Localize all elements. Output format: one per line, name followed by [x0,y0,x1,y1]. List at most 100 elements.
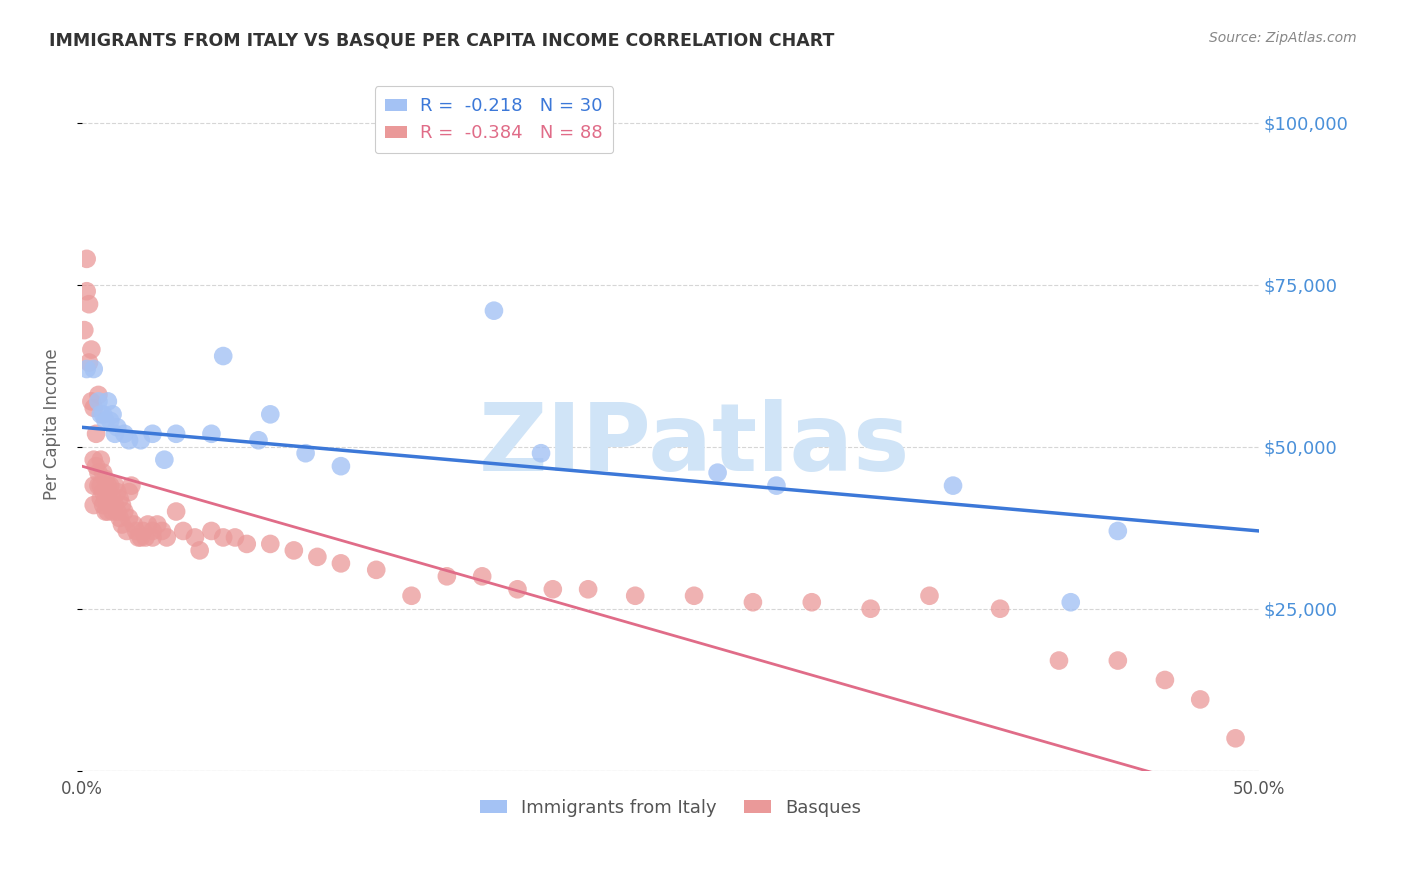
Point [105,420,128,434]
Point [76,252,98,266]
Point [683,589,706,603]
Point [87,466,110,480]
Point [742,595,765,609]
Point [122,517,145,532]
Point [506,582,529,597]
Point [918,589,941,603]
Point [401,589,423,603]
Point [136,517,159,532]
Point [84,459,107,474]
Point [105,485,128,500]
Point [224,531,246,545]
Point [104,478,127,492]
Point [94,491,117,506]
Point [76,362,98,376]
Point [142,524,165,538]
Point [329,459,352,474]
Text: ZIPatlas: ZIPatlas [478,399,910,491]
Point [101,504,124,518]
Point [436,569,458,583]
Point [1225,731,1247,746]
Point [482,303,505,318]
Point [120,478,142,492]
Point [132,524,155,538]
Text: Source: ZipAtlas.com: Source: ZipAtlas.com [1209,31,1357,45]
Point [83,362,105,376]
Point [165,426,187,441]
Point [329,557,352,571]
Point [91,408,114,422]
Point [129,434,152,448]
Point [988,601,1011,615]
Point [942,478,965,492]
Point [87,388,110,402]
Point [90,452,112,467]
Point [1060,595,1083,609]
Point [184,531,207,545]
Point [150,524,173,538]
Point [134,531,156,545]
Point [83,452,105,467]
Point [118,485,141,500]
Point [91,485,114,500]
Point [1047,654,1070,668]
Point [97,478,120,492]
Point [101,408,124,422]
Point [112,426,135,441]
Point [212,349,235,363]
Point [172,524,194,538]
Point [153,452,176,467]
Point [307,549,329,564]
Point [90,408,112,422]
Point [259,537,281,551]
Point [118,511,141,525]
Point [87,478,110,492]
Point [94,414,117,428]
Point [765,478,787,492]
Point [624,589,647,603]
Point [76,285,98,299]
Point [97,394,120,409]
Point [1107,654,1129,668]
Point [200,426,222,441]
Point [1189,692,1212,706]
Point [576,582,599,597]
Point [247,434,270,448]
Point [111,517,134,532]
Point [87,394,110,409]
Point [105,504,128,518]
Point [125,524,148,538]
Point [146,517,169,532]
Point [108,491,131,506]
Point [530,446,553,460]
Point [94,472,117,486]
Point [188,543,211,558]
Point [90,478,112,492]
Point [1154,673,1177,687]
Point [77,297,100,311]
Point [97,491,120,506]
Point [541,582,564,597]
Point [115,524,138,538]
Point [104,426,127,441]
Point [283,543,305,558]
Point [859,601,882,615]
Point [294,446,316,460]
Point [83,401,105,415]
Point [112,504,135,518]
Y-axis label: Per Capita Income: Per Capita Income [44,348,60,500]
Point [366,563,388,577]
Point [80,394,103,409]
Legend: Immigrants from Italy, Basques: Immigrants from Italy, Basques [472,791,869,824]
Point [1107,524,1129,538]
Point [98,498,121,512]
Point [212,531,235,545]
Point [104,498,127,512]
Point [97,504,120,518]
Point [706,466,728,480]
Point [127,531,149,545]
Point [108,511,131,525]
Point [84,426,107,441]
Point [200,524,222,538]
Point [90,491,112,506]
